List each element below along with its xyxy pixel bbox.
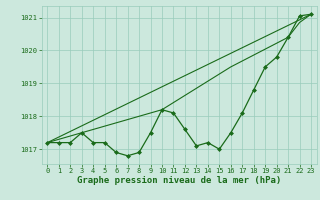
X-axis label: Graphe pression niveau de la mer (hPa): Graphe pression niveau de la mer (hPa)	[77, 176, 281, 185]
